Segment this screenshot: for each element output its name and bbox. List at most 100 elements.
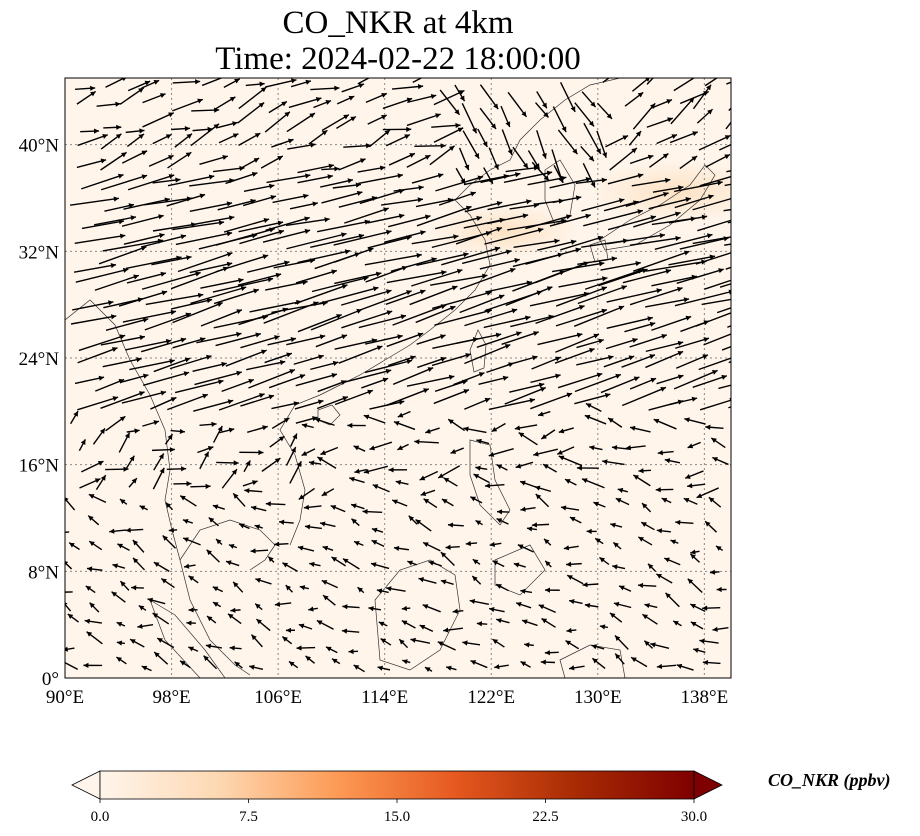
wind-arrow <box>288 96 322 109</box>
wind-arrow <box>417 356 447 369</box>
wind-arrow <box>439 89 461 116</box>
wind-arrow <box>676 663 694 671</box>
wind-arrow <box>247 425 268 433</box>
wind-arrow <box>564 478 577 486</box>
wind-arrow <box>247 260 290 273</box>
wind-arrow <box>577 256 617 266</box>
wind-arrow <box>581 198 625 212</box>
wind-arrow <box>507 91 528 118</box>
wind-arrow <box>654 233 713 251</box>
wind-arrow <box>423 498 438 509</box>
wind-arrow <box>402 659 411 665</box>
wind-arrow <box>245 81 265 87</box>
wind-arrow <box>517 544 534 553</box>
wind-arrow <box>368 606 382 612</box>
wind-arrow <box>606 288 662 303</box>
wind-arrow <box>365 334 403 345</box>
wind-arrow <box>334 271 382 285</box>
wind-arrow <box>429 145 455 166</box>
wind-arrow <box>371 527 384 533</box>
wind-arrow <box>285 446 297 466</box>
wind-arrow <box>484 483 505 489</box>
wind-arrow <box>414 143 446 149</box>
wind-arrow <box>437 641 456 651</box>
wind-arrow <box>239 229 285 245</box>
wind-arrow <box>116 621 126 627</box>
wind-arrow <box>319 521 336 528</box>
wind-arrow <box>331 658 341 665</box>
wind-arrow <box>520 506 536 512</box>
wind-arrow <box>462 130 480 159</box>
wind-arrow <box>254 603 263 611</box>
wind-arrow <box>318 286 379 305</box>
wind-arrow <box>401 620 416 629</box>
wind-arrow <box>559 82 576 113</box>
wind-arrow <box>121 150 148 164</box>
wind-arrow <box>151 447 175 453</box>
wind-arrow <box>673 78 696 92</box>
wind-arrow <box>679 155 698 170</box>
wind-arrow <box>321 166 340 172</box>
wind-arrow <box>479 258 520 270</box>
wind-arrow <box>265 216 310 231</box>
y-tick-label: 16°N <box>19 456 60 477</box>
wind-arrow <box>77 347 118 364</box>
wind-arrow <box>367 213 405 224</box>
wind-arrow <box>557 372 603 389</box>
wind-arrow <box>301 448 316 457</box>
wind-arrow <box>708 496 722 508</box>
wind-arrow <box>458 147 470 171</box>
wind-arrow <box>264 111 291 133</box>
wind-arrow <box>380 637 392 646</box>
wind-arrow <box>631 177 671 187</box>
wind-arrow <box>419 470 439 481</box>
wind-arrow <box>126 271 167 284</box>
wind-arrow <box>118 290 168 307</box>
wind-arrow <box>540 659 556 665</box>
wind-arrow <box>393 545 409 551</box>
wind-arrow <box>543 538 552 546</box>
wind-arrow <box>308 129 328 145</box>
wind-arrow <box>190 483 211 489</box>
wind-arrow <box>212 277 274 293</box>
x-tick-label: 114°E <box>361 687 408 708</box>
coastline-luzon <box>469 439 511 526</box>
wind-arrow <box>719 283 731 288</box>
wind-arrow <box>487 213 529 225</box>
wind-arrow <box>602 459 625 466</box>
wind-arrow <box>651 315 692 331</box>
wind-arrow <box>526 526 537 532</box>
wind-arrow <box>453 372 485 386</box>
wind-arrow <box>227 613 242 625</box>
wind-arrow <box>142 420 160 427</box>
wind-arrow <box>632 250 690 272</box>
wind-arrow <box>199 451 210 470</box>
wind-arrow <box>217 121 238 129</box>
wind-arrow <box>650 642 670 650</box>
wind-arrow <box>537 410 551 417</box>
wind-arrow <box>126 133 145 148</box>
wind-arrow <box>295 373 338 387</box>
wind-arrow <box>701 298 731 306</box>
wind-arrow <box>70 314 117 325</box>
wind-arrow <box>208 516 219 527</box>
wind-arrow <box>314 417 335 426</box>
wind-arrow <box>513 562 526 568</box>
wind-arrow <box>640 521 655 531</box>
wind-arrow <box>519 480 537 488</box>
wind-arrow <box>67 613 79 623</box>
wind-arrow <box>206 549 220 563</box>
wind-arrow <box>171 126 190 132</box>
wind-arrow <box>416 205 472 227</box>
wind-arrow <box>372 484 390 493</box>
wind-arrow <box>447 418 466 432</box>
wind-arrow <box>675 519 694 526</box>
wind-arrow <box>541 617 556 628</box>
wind-arrow <box>167 151 192 169</box>
wind-arrow <box>563 545 579 551</box>
wind-arrow <box>728 406 731 409</box>
wind-arrow <box>199 155 229 165</box>
wind-arrow <box>194 370 242 386</box>
wind-arrow <box>86 566 103 572</box>
wind-arrow <box>418 577 437 584</box>
